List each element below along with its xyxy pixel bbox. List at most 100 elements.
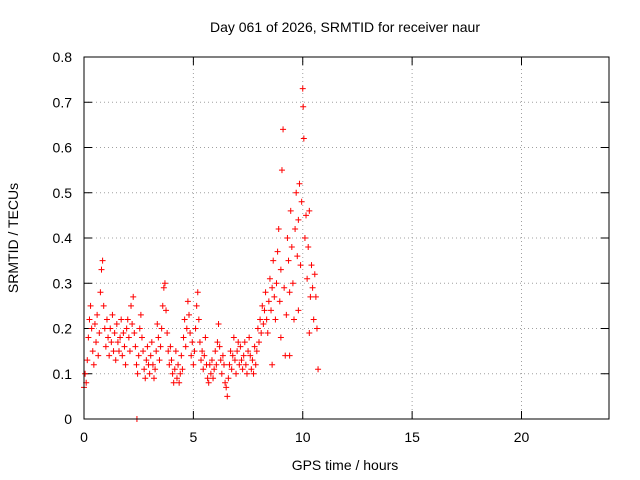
y-tick-label: 0 (64, 411, 72, 427)
data-point (306, 330, 313, 337)
data-point (170, 379, 177, 386)
data-point (196, 339, 203, 346)
data-point (240, 352, 247, 359)
data-point (289, 280, 296, 287)
data-point (87, 302, 94, 309)
data-points (81, 85, 322, 422)
data-point (130, 293, 137, 300)
data-point (137, 311, 144, 318)
data-point (190, 361, 197, 368)
data-point (304, 275, 311, 282)
data-point (293, 189, 300, 196)
data-point (187, 330, 194, 337)
data-point (239, 366, 246, 373)
data-point (236, 361, 243, 368)
data-point (134, 370, 141, 377)
data-point (113, 320, 120, 327)
data-point (193, 302, 200, 309)
data-point (235, 339, 242, 346)
data-point (278, 167, 285, 174)
data-point (97, 289, 104, 296)
data-point (217, 357, 224, 364)
data-point (270, 257, 277, 264)
data-point (101, 325, 108, 332)
data-point (152, 366, 159, 373)
data-point (227, 348, 234, 355)
data-point (163, 307, 170, 314)
data-point (280, 126, 287, 133)
data-point (84, 357, 91, 364)
data-point (117, 334, 124, 341)
data-point (167, 343, 174, 350)
data-point (175, 361, 182, 368)
data-point (276, 298, 283, 305)
data-point (300, 135, 307, 142)
data-point (156, 357, 163, 364)
data-point (132, 343, 139, 350)
data-point (169, 370, 176, 377)
data-point (161, 280, 168, 287)
data-point (177, 370, 184, 377)
data-point (249, 357, 256, 364)
data-point (124, 316, 131, 323)
y-tick-label: 0.1 (53, 366, 73, 382)
data-point (183, 325, 190, 332)
data-point (155, 334, 162, 341)
data-point (200, 366, 207, 373)
data-point (151, 375, 157, 382)
data-point (225, 375, 232, 382)
data-point (292, 225, 299, 232)
data-point (106, 352, 113, 359)
data-point (300, 103, 307, 110)
data-point (204, 375, 211, 382)
data-point (171, 366, 178, 373)
data-point (86, 316, 93, 323)
grid-layer (84, 57, 609, 419)
data-point (131, 330, 138, 337)
data-point (118, 316, 125, 323)
y-tick-label: 0.6 (53, 140, 73, 156)
chart-title: Day 061 of 2026, SRMTID for receiver nau… (210, 19, 480, 35)
data-point (261, 307, 268, 314)
data-point (269, 284, 276, 291)
data-point (297, 262, 304, 269)
data-point (258, 330, 265, 337)
data-point (195, 316, 202, 323)
data-point (308, 262, 315, 269)
data-point (165, 348, 172, 355)
data-point (144, 343, 151, 350)
data-point (95, 352, 102, 359)
data-point (103, 316, 110, 323)
data-point (214, 339, 221, 346)
data-point (93, 339, 100, 346)
data-point (102, 343, 109, 350)
data-point (241, 339, 248, 346)
data-point (233, 370, 240, 377)
data-point (123, 325, 130, 332)
data-point (182, 343, 189, 350)
y-tick-label: 0.8 (53, 49, 73, 65)
data-point (147, 352, 154, 359)
data-point (310, 316, 317, 323)
data-point (126, 348, 133, 355)
data-point (216, 343, 223, 350)
data-point (205, 379, 212, 386)
data-point (246, 334, 253, 341)
y-tick-label: 0.2 (53, 321, 73, 337)
data-point (82, 370, 89, 377)
data-point (303, 212, 310, 219)
data-point (186, 311, 192, 318)
data-point (208, 357, 215, 364)
data-point (291, 316, 297, 323)
data-point (253, 348, 260, 355)
data-point (184, 298, 191, 305)
y-tick-label: 0.3 (53, 275, 73, 291)
data-point (99, 257, 106, 264)
data-point (91, 320, 98, 327)
data-point (154, 320, 161, 327)
data-point (98, 266, 105, 273)
data-point (243, 370, 250, 377)
data-point (283, 311, 290, 318)
data-point (298, 198, 305, 205)
